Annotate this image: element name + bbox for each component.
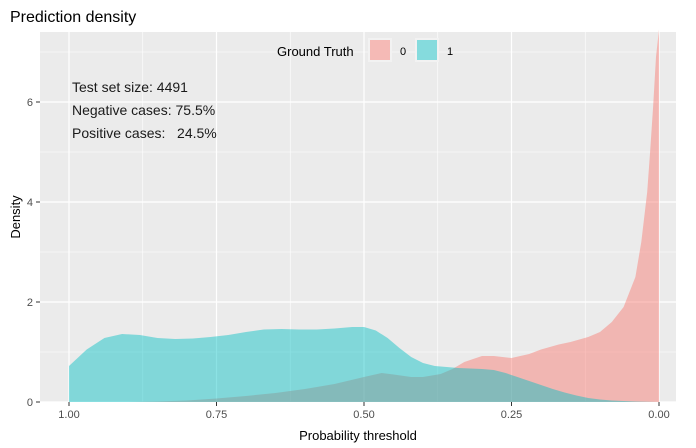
- y-tick-label: 4: [27, 197, 33, 209]
- legend-swatch-0: [370, 40, 390, 60]
- annotation-test-size: Test set size: 4491: [72, 79, 188, 95]
- annotation-positive-cases: Positive cases: 24.5%: [72, 125, 217, 141]
- x-tick-label: 1.00: [58, 409, 79, 421]
- legend-key-1: [415, 38, 439, 62]
- density-area-series-1: [69, 327, 659, 402]
- density-areas: [69, 29, 659, 402]
- x-axis-title: Probability threshold: [299, 428, 417, 443]
- x-axis: 1.00 0.75 0.50 0.25 0.00: [58, 402, 670, 421]
- legend-label-0: 0: [400, 46, 406, 58]
- y-tick-label: 6: [27, 97, 33, 109]
- legend-title: Ground Truth: [277, 44, 354, 59]
- x-tick-label: 0.25: [501, 409, 522, 421]
- y-axis-title: Density: [8, 195, 23, 239]
- chart-title: Prediction density: [10, 9, 136, 26]
- x-tick-label: 0.00: [648, 409, 669, 421]
- annotations: Test set size: 4491 Negative cases: 75.5…: [72, 79, 217, 141]
- x-tick-label: 0.75: [206, 409, 227, 421]
- density-area-series-0: [69, 29, 659, 402]
- x-tick-label: 0.50: [353, 409, 374, 421]
- grid-minor: [40, 32, 676, 402]
- annotation-negative-cases: Negative cases: 75.5%: [72, 102, 215, 118]
- y-tick-label: 0: [27, 397, 33, 409]
- legend-label-1: 1: [447, 46, 453, 58]
- legend: Ground Truth 0 1: [277, 38, 453, 62]
- legend-swatch-1: [417, 40, 437, 60]
- grid-major: [40, 32, 676, 403]
- y-tick-label: 2: [27, 297, 33, 309]
- y-axis: 0 2 4 6: [27, 97, 40, 409]
- legend-key-0: [368, 38, 392, 62]
- plot-panel: [40, 32, 676, 402]
